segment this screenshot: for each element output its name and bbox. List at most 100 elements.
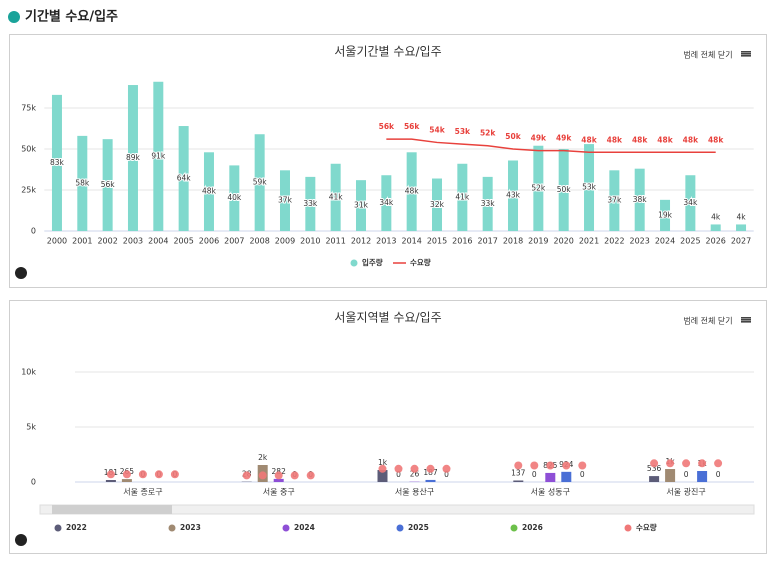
scroll-track[interactable] [39, 504, 755, 515]
data-label: 4k [711, 212, 721, 221]
data-label: 31k [354, 201, 369, 210]
legend-symbol[interactable] [282, 524, 290, 532]
bar [457, 163, 468, 231]
data-label: 53k [455, 127, 471, 136]
legend-label[interactable]: 2025 [408, 523, 429, 532]
x-tick-label: 2017 [477, 237, 497, 246]
data-label: 48k [683, 135, 699, 144]
bar [153, 81, 164, 231]
menu-icon[interactable] [741, 317, 751, 319]
legend-label[interactable]: 입주량 [362, 257, 383, 267]
data-label: 53k [582, 183, 597, 192]
demand-dot [546, 461, 555, 470]
x-tick-label: 2019 [528, 237, 548, 246]
legend-symbol[interactable] [624, 524, 632, 532]
menu-icon[interactable] [741, 319, 751, 321]
bar [381, 175, 392, 231]
bar [482, 176, 493, 231]
x-tick-label: 2014 [401, 237, 421, 246]
x-tick-label: 2008 [249, 237, 269, 246]
demand-dot [170, 470, 179, 479]
x-tick-label: 2023 [630, 237, 650, 246]
x-tick-label: 2016 [452, 237, 472, 246]
data-label: 33k [303, 199, 318, 208]
y-tick-label: 5k [26, 423, 36, 432]
x-tick-label: 2012 [351, 237, 371, 246]
y-tick-label: 0 [31, 478, 36, 487]
bar [561, 471, 572, 482]
data-label: 0 [396, 470, 401, 479]
bar [649, 476, 660, 482]
demand-dot [122, 470, 131, 479]
logo [15, 267, 27, 279]
demand-dot [378, 464, 387, 473]
legend-toggle-button[interactable] [680, 48, 736, 62]
bar [665, 469, 676, 482]
menu-icon[interactable] [741, 55, 751, 57]
menu-icon[interactable] [741, 321, 751, 323]
data-label: 37k [607, 196, 622, 205]
x-tick-label: 2015 [427, 237, 447, 246]
y-tick-label: 25k [21, 186, 36, 195]
data-label: 56k [101, 180, 116, 189]
legend-symbol[interactable] [168, 524, 176, 532]
y-tick-label: 10k [21, 368, 36, 377]
data-label: 48k [607, 135, 623, 144]
data-label: 56k [404, 122, 420, 131]
legend-symbol[interactable] [54, 524, 62, 532]
data-label: 43k [506, 191, 521, 200]
bar [634, 168, 645, 231]
bar [736, 224, 747, 231]
bar [710, 224, 721, 231]
legend-toggle-label[interactable]: 범례 전체 닫기 [683, 316, 732, 326]
demand-dot [442, 464, 451, 473]
menu-icon[interactable] [741, 51, 751, 53]
bar [545, 472, 556, 482]
legend-symbol[interactable] [350, 259, 358, 267]
scroll-thumb[interactable] [52, 505, 172, 514]
legend-label[interactable]: 2026 [522, 523, 543, 532]
bar [697, 471, 708, 482]
header-icon [8, 11, 20, 23]
data-label: 40k [227, 193, 242, 202]
demand-dot [274, 471, 283, 480]
legend-label[interactable]: 2024 [294, 523, 315, 532]
bar [355, 180, 366, 231]
x-tick-label: 2007 [224, 237, 244, 246]
data-label: 41k [455, 192, 470, 201]
x-tick-label: 2002 [97, 237, 117, 246]
bar [685, 175, 696, 231]
data-label: 0 [444, 470, 449, 479]
x-tick-label: 2021 [579, 237, 599, 246]
demand-dot [650, 459, 659, 468]
legend-label[interactable]: 2023 [180, 523, 201, 532]
legend-label[interactable]: 2022 [66, 523, 87, 532]
demand-dot [698, 459, 707, 468]
demand-dot [306, 471, 315, 480]
x-tick-label: 2000 [47, 237, 67, 246]
demand-dot [290, 471, 299, 480]
legend-label[interactable]: 수요량 [636, 522, 657, 532]
data-label: 33k [481, 199, 496, 208]
data-label: 38k [633, 195, 648, 204]
legend-label[interactable]: 수요량 [410, 257, 431, 267]
data-label: 58k [75, 178, 90, 187]
bar [508, 160, 519, 231]
legend-symbol[interactable] [396, 524, 404, 532]
data-label: 37k [278, 196, 293, 205]
menu-icon[interactable] [741, 53, 751, 55]
x-tick-label: 서울 용산구 [395, 487, 434, 497]
legend-symbol[interactable] [510, 524, 518, 532]
bar [102, 139, 113, 231]
x-tick-label: 2020 [554, 237, 574, 246]
data-label: 48k [657, 135, 673, 144]
data-label: 48k [581, 135, 597, 144]
legend-toggle-label[interactable]: 범례 전체 닫기 [683, 50, 732, 60]
bar [51, 94, 62, 231]
legend-toggle-button[interactable] [680, 314, 736, 328]
bar [406, 152, 417, 231]
bar [513, 480, 524, 482]
x-tick-label: 2001 [72, 237, 92, 246]
bar [330, 163, 341, 231]
scrollbar[interactable] [39, 504, 755, 515]
